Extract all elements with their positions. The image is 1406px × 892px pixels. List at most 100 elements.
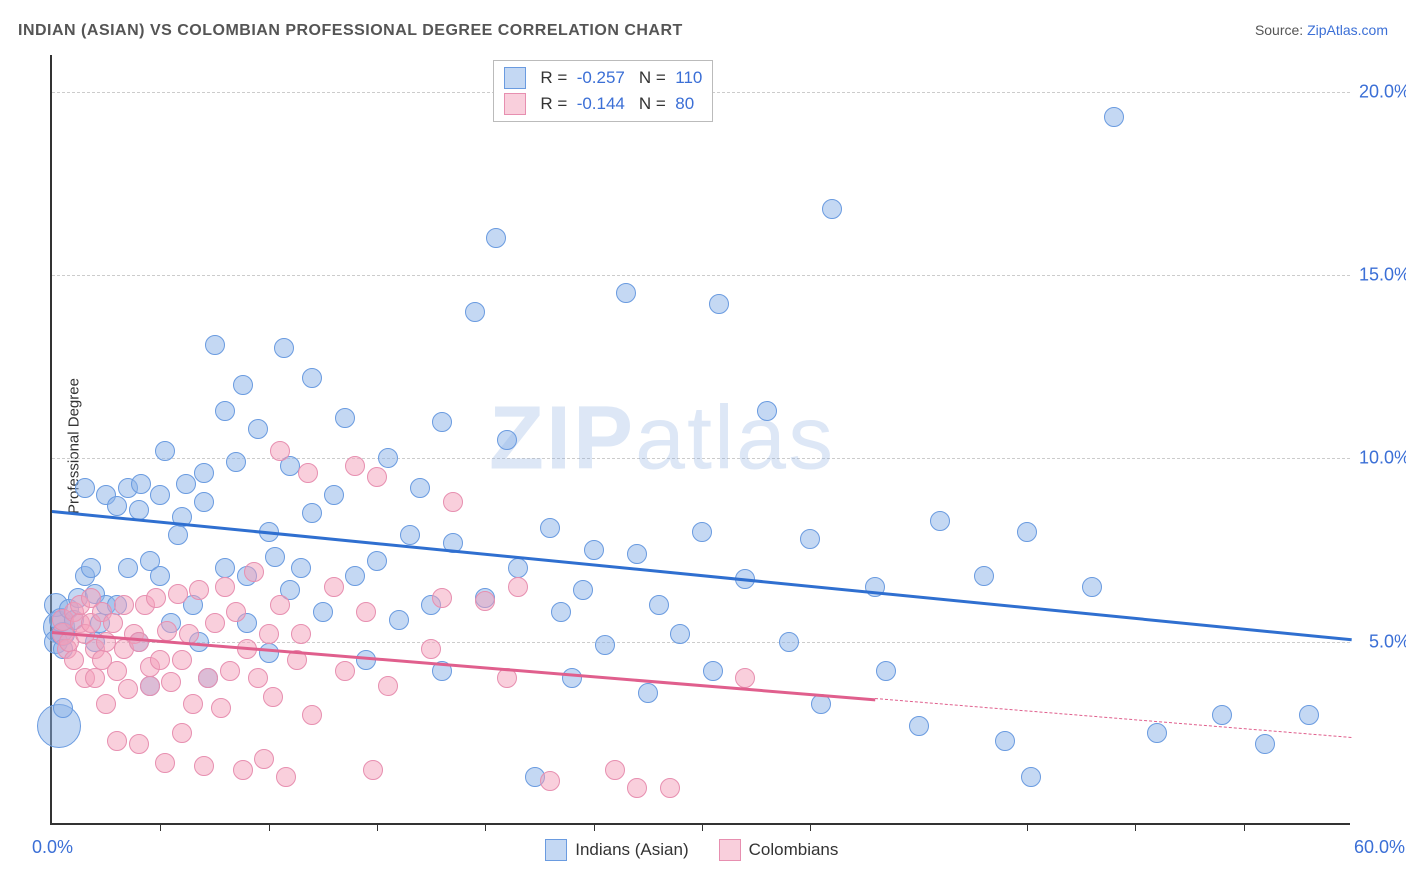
data-point [107, 661, 127, 681]
data-point [638, 683, 658, 703]
data-point [367, 467, 387, 487]
x-tick [1244, 823, 1245, 831]
legend-swatch [504, 67, 526, 89]
data-point [205, 613, 225, 633]
data-point [150, 566, 170, 586]
series-legend-item: Colombians [719, 839, 839, 861]
data-point [107, 496, 127, 516]
data-point [410, 478, 430, 498]
data-point [616, 283, 636, 303]
data-point [194, 756, 214, 776]
source-link[interactable]: ZipAtlas.com [1307, 22, 1388, 38]
data-point [540, 771, 560, 791]
y-tick-label: 5.0% [1369, 631, 1406, 652]
data-point [150, 485, 170, 505]
data-point [1017, 522, 1037, 542]
data-point [194, 492, 214, 512]
data-point [709, 294, 729, 314]
data-point [198, 668, 218, 688]
data-point [75, 478, 95, 498]
data-point [432, 412, 452, 432]
data-point [215, 558, 235, 578]
data-point [573, 580, 593, 600]
data-point [233, 760, 253, 780]
data-point [53, 698, 73, 718]
data-point [822, 199, 842, 219]
data-point [302, 368, 322, 388]
data-point [876, 661, 896, 681]
legend-n: N = 110 [639, 68, 702, 88]
data-point [974, 566, 994, 586]
plot-area: 5.0%10.0%15.0%20.0%0.0%60.0%ZIPatlasR = … [50, 55, 1350, 825]
data-point [302, 503, 322, 523]
data-point [475, 591, 495, 611]
x-tick [1027, 823, 1028, 831]
data-point [497, 430, 517, 450]
data-point [274, 338, 294, 358]
data-point [220, 661, 240, 681]
data-point [627, 778, 647, 798]
data-point [194, 463, 214, 483]
data-point [367, 551, 387, 571]
data-point [168, 584, 188, 604]
data-point [172, 650, 192, 670]
data-point [129, 734, 149, 754]
data-point [233, 375, 253, 395]
data-point [443, 492, 463, 512]
data-point [248, 419, 268, 439]
data-point [389, 610, 409, 630]
data-point [670, 624, 690, 644]
data-point [508, 558, 528, 578]
data-point [508, 577, 528, 597]
data-point [168, 525, 188, 545]
y-tick-label: 15.0% [1359, 265, 1406, 286]
x-min-label: 0.0% [32, 837, 73, 858]
data-point [345, 456, 365, 476]
data-point [540, 518, 560, 538]
data-point [363, 760, 383, 780]
data-point [131, 474, 151, 494]
data-point [81, 558, 101, 578]
data-point [486, 228, 506, 248]
x-tick [702, 823, 703, 831]
data-point [129, 632, 149, 652]
data-point [298, 463, 318, 483]
x-tick [377, 823, 378, 831]
data-point [1021, 767, 1041, 787]
data-point [800, 529, 820, 549]
grid-line [52, 275, 1350, 276]
data-point [356, 602, 376, 622]
data-point [226, 452, 246, 472]
data-point [155, 753, 175, 773]
data-point [595, 635, 615, 655]
x-tick [269, 823, 270, 831]
series-legend-item: Indians (Asian) [545, 839, 688, 861]
data-point [244, 562, 264, 582]
data-point [155, 441, 175, 461]
data-point [335, 661, 355, 681]
data-point [85, 668, 105, 688]
data-point [995, 731, 1015, 751]
data-point [150, 650, 170, 670]
legend-swatch [545, 839, 567, 861]
data-point [335, 408, 355, 428]
data-point [562, 668, 582, 688]
data-point [189, 580, 209, 600]
chart-container: INDIAN (ASIAN) VS COLOMBIAN PROFESSIONAL… [0, 0, 1406, 892]
x-max-label: 60.0% [1354, 837, 1405, 858]
data-point [259, 624, 279, 644]
x-tick [1135, 823, 1136, 831]
data-point [1212, 705, 1232, 725]
y-tick-label: 20.0% [1359, 81, 1406, 102]
data-point [421, 639, 441, 659]
data-point [757, 401, 777, 421]
data-point [605, 760, 625, 780]
data-point [930, 511, 950, 531]
data-point [176, 474, 196, 494]
data-point [215, 401, 235, 421]
data-point [114, 595, 134, 615]
y-tick-label: 10.0% [1359, 448, 1406, 469]
data-point [172, 723, 192, 743]
legend-r: R = -0.144 [540, 94, 625, 114]
data-point [649, 595, 669, 615]
